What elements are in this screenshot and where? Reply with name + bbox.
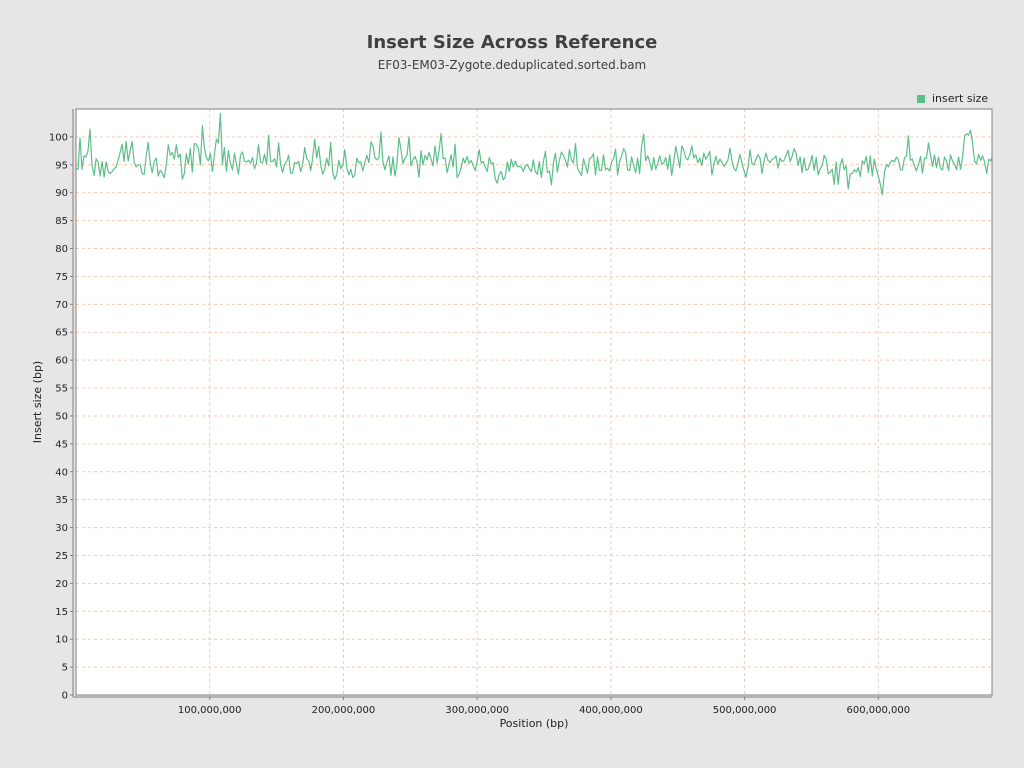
y-tick-label: 90 [55, 188, 68, 199]
plot-background [76, 109, 992, 695]
x-tick-label: 300,000,000 [445, 705, 509, 716]
y-tick-label: 45 [55, 439, 68, 450]
y-tick-label: 25 [55, 551, 68, 562]
x-tick-label: 100,000,000 [178, 705, 242, 716]
y-axis-label: Insert size (bp) [31, 361, 44, 443]
y-tick-label: 60 [55, 356, 68, 367]
grid-lines [76, 109, 992, 696]
y-tick-label: 75 [55, 272, 68, 283]
y-tick-label: 10 [55, 635, 68, 646]
x-tick-label: 400,000,000 [579, 705, 643, 716]
y-tick-label: 50 [55, 411, 68, 422]
series-layer [76, 112, 992, 196]
legend: insert size [917, 92, 988, 105]
y-tick-label: 70 [55, 300, 68, 311]
x-tick-label: 600,000,000 [847, 705, 911, 716]
y-tick-label: 35 [55, 495, 68, 506]
y-tick-label: 95 [55, 160, 68, 171]
series-line-1 [76, 112, 992, 196]
y-axis-ticks: 0 5 10 15 20 25 30 35 40 45 50 55 60 65 70 75 80 85 90 95 10… [49, 132, 73, 702]
x-axis-label: Position (bp) [500, 717, 569, 730]
y-tick-label: 80 [55, 244, 68, 255]
x-axis-ticks: 100,000,000 200,000,000 300,000,000 400,000… [178, 697, 910, 716]
y-tick-label: 0 [62, 691, 68, 702]
x-tick-label: 200,000,000 [312, 705, 376, 716]
y-tick-label: 85 [55, 216, 68, 227]
legend-swatch [917, 95, 925, 103]
y-tick-label: 65 [55, 328, 68, 339]
y-tick-label: 20 [55, 579, 68, 590]
y-tick-label: 15 [55, 607, 68, 618]
plot-frame [75, 108, 993, 696]
y-tick-label: 5 [62, 663, 68, 674]
y-tick-label: 55 [55, 384, 68, 395]
chart-title: Insert Size Across Reference [367, 32, 658, 53]
chart-subtitle: EF03-EM03-Zygote.deduplicated.sorted.bam [378, 58, 647, 72]
y-tick-label: 40 [55, 467, 68, 478]
legend-label: insert size [932, 92, 988, 105]
y-tick-label: 30 [55, 523, 68, 534]
y-tick-label: 100 [49, 132, 68, 143]
x-tick-label: 500,000,000 [713, 705, 777, 716]
